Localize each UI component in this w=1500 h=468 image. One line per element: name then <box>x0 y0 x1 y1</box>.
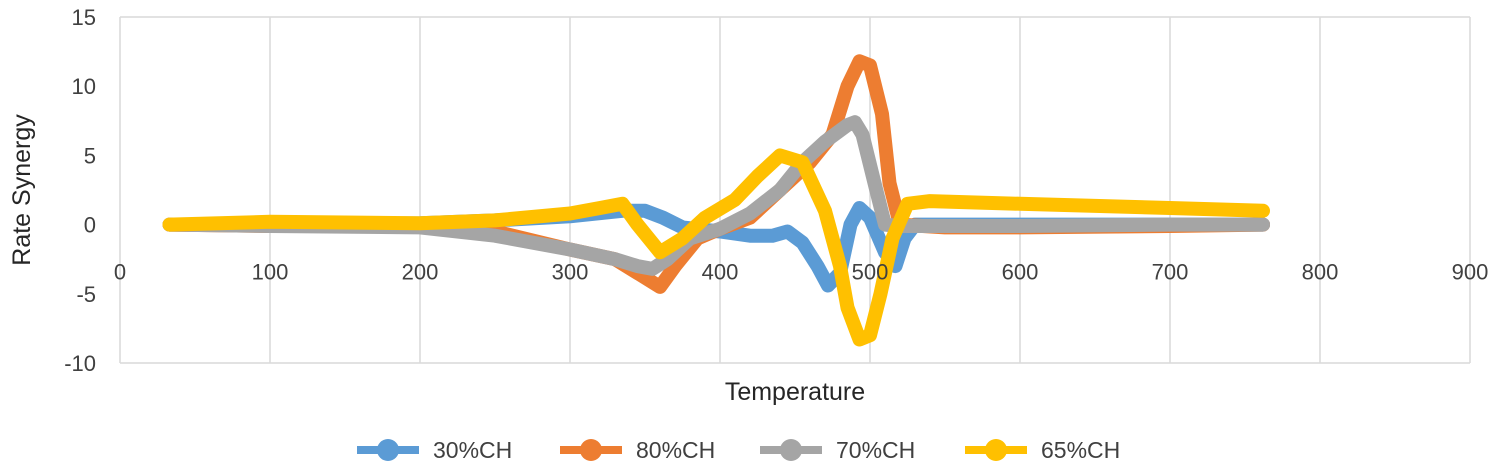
y-tick-label: 10 <box>72 74 96 99</box>
legend-label: 30%CH <box>433 437 512 463</box>
legend-item: 80%CH <box>560 437 715 463</box>
gridlines <box>119 16 1471 364</box>
y-tick-label: 0 <box>84 213 96 238</box>
y-tick-label: 5 <box>84 143 96 168</box>
legend-marker <box>780 439 802 461</box>
y-tick-label: 15 <box>72 5 96 30</box>
x-axis-title: Temperature <box>725 378 865 406</box>
x-tick-label: 100 <box>252 260 289 285</box>
series-lines <box>162 54 1270 347</box>
legend-label: 65%CH <box>1041 437 1120 463</box>
series-line-70ch <box>162 115 1270 276</box>
legend-item: 70%CH <box>760 437 915 463</box>
legend-marker <box>377 439 399 461</box>
y-tick-label: -5 <box>76 282 96 307</box>
x-tick-label: 700 <box>1152 260 1189 285</box>
x-tick-label: 200 <box>402 260 439 285</box>
y-tick-labels: -10 -5 0 5 10 15 <box>64 5 96 376</box>
legend: 30%CH 80%CH 70%CH 65%CH <box>357 437 1120 463</box>
series-line-80ch <box>162 54 1270 294</box>
series-line-65ch <box>162 148 1270 347</box>
y-tick-label: -10 <box>64 351 96 376</box>
legend-marker <box>580 439 602 461</box>
x-tick-label: 500 <box>852 260 889 285</box>
x-tick-labels: 0 100 200 300 400 500 600 700 800 900 <box>114 260 1488 285</box>
x-tick-label: 600 <box>1002 260 1039 285</box>
legend-marker <box>985 439 1007 461</box>
x-tick-label: 400 <box>702 260 739 285</box>
legend-item: 65%CH <box>965 437 1120 463</box>
x-tick-label: 800 <box>1302 260 1339 285</box>
x-tick-label: 300 <box>552 260 589 285</box>
x-tick-label: 0 <box>114 260 126 285</box>
legend-label: 80%CH <box>636 437 715 463</box>
legend-label: 70%CH <box>836 437 915 463</box>
y-axis-title: Rate Synergy <box>8 114 36 266</box>
legend-item: 30%CH <box>357 437 512 463</box>
x-tick-label: 900 <box>1452 260 1489 285</box>
